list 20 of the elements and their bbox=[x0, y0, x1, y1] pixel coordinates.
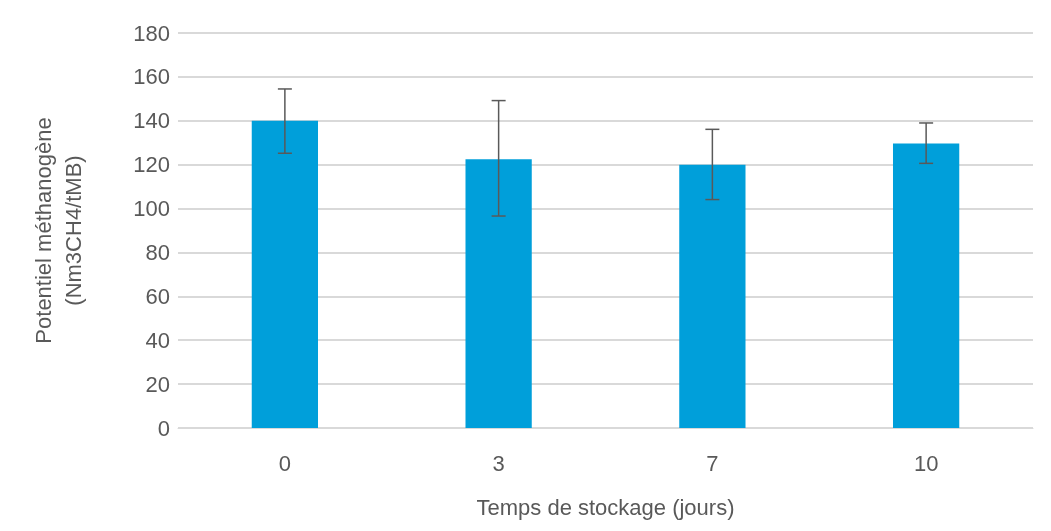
y-axis-title: Potentiel méthanogène (Nm3CH4/tMB) bbox=[30, 117, 86, 344]
y-tick-label: 80 bbox=[145, 239, 170, 265]
y-tick-label: 100 bbox=[133, 196, 170, 222]
bar bbox=[251, 120, 319, 428]
bar bbox=[892, 143, 960, 428]
y-tick-label: 0 bbox=[157, 415, 170, 441]
y-tick-label: 160 bbox=[133, 64, 170, 90]
y-tick-label: 20 bbox=[145, 371, 170, 397]
x-axis-title: Temps de stockage (jours) bbox=[476, 494, 735, 520]
x-tick-label: 3 bbox=[492, 450, 505, 476]
y-tick-label: 120 bbox=[133, 152, 170, 178]
y-tick-label: 40 bbox=[145, 327, 170, 353]
x-tick-label: 10 bbox=[913, 450, 939, 476]
x-tick-label: 0 bbox=[278, 450, 291, 476]
x-tick-label: 7 bbox=[706, 450, 719, 476]
y-tick-label: 60 bbox=[145, 283, 170, 309]
y-tick-label: 180 bbox=[133, 20, 170, 46]
bar bbox=[679, 164, 746, 428]
y-tick-label: 140 bbox=[133, 108, 170, 134]
bar bbox=[465, 159, 532, 428]
